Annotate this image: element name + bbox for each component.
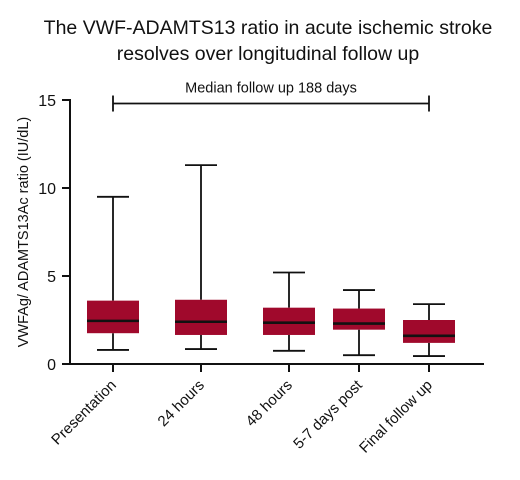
box-iqr: [87, 300, 139, 334]
annotation-text: Median follow up 188 days: [185, 81, 357, 97]
box-iqr: [403, 320, 455, 343]
chart-title-line-2: resolves over longitudinal follow up: [117, 43, 420, 65]
box-iqr: [263, 307, 315, 335]
y-tick-label: 10: [38, 181, 56, 198]
x-category-label: Final follow up: [356, 377, 436, 457]
x-category-label: 5-7 days post: [290, 376, 366, 452]
x-category-label: 48 hours: [243, 377, 296, 430]
chart-title-line-1: The VWF-ADAMTS13 ratio in acute ischemic…: [44, 17, 493, 39]
y-tick-label: 5: [47, 269, 56, 286]
box-iqr: [333, 308, 385, 330]
x-category-label: 24 hours: [155, 377, 208, 430]
y-axis-label: VWFAg/ ADAMTS13Ac ratio (IU/dL): [16, 117, 32, 347]
x-category-label: Presentation: [48, 377, 120, 449]
box-iqr: [175, 299, 227, 335]
y-tick-label: 15: [38, 93, 56, 110]
y-tick-label: 0: [47, 357, 56, 374]
